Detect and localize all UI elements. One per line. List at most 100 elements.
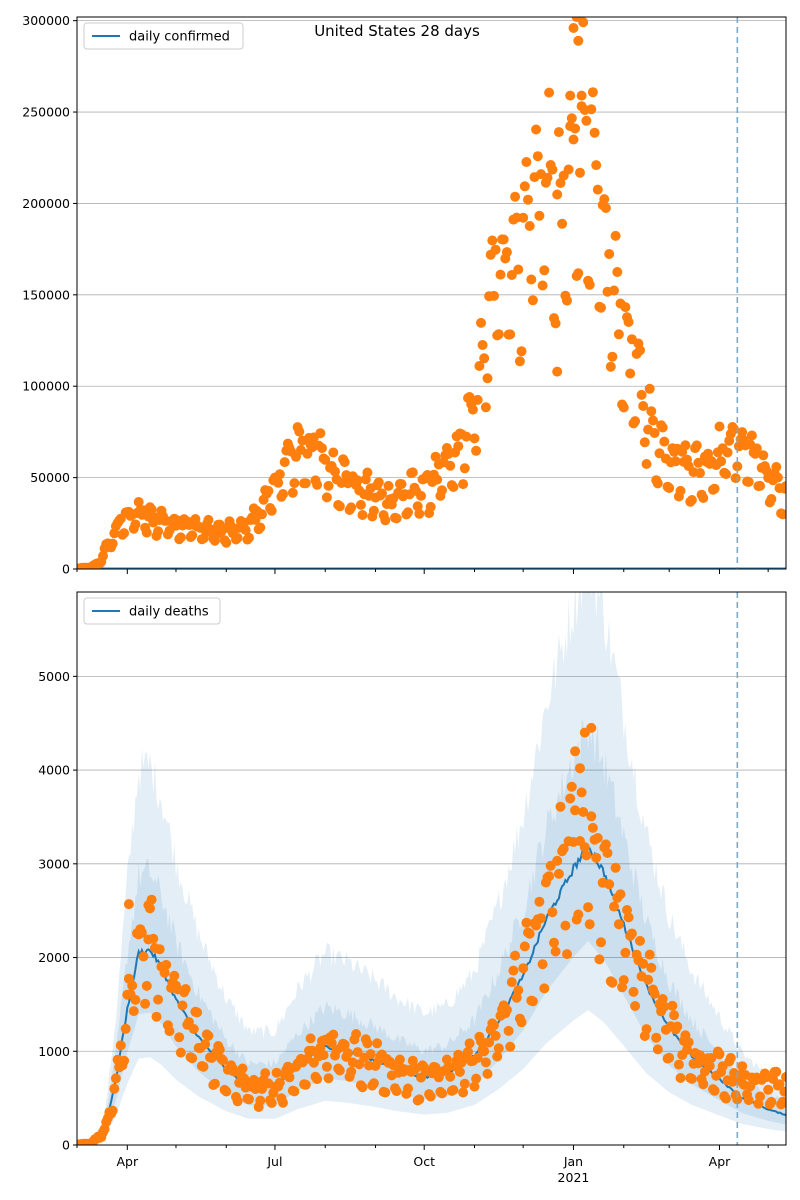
legend: daily deaths	[83, 597, 221, 625]
observed-point	[553, 127, 564, 138]
observed-point	[641, 1024, 652, 1035]
observed-point	[469, 433, 480, 444]
observed-point	[505, 329, 516, 340]
observed-point	[203, 1030, 214, 1041]
observed-point	[471, 1073, 482, 1084]
observed-point	[575, 763, 585, 774]
y-tick-label: 1000	[38, 1044, 70, 1059]
observed-point	[695, 468, 705, 478]
observed-point	[781, 1072, 786, 1082]
observed-point	[630, 1001, 641, 1011]
observed-point	[659, 1001, 670, 1012]
observed-point	[516, 346, 527, 357]
observed-point	[493, 329, 504, 340]
observed-point	[263, 485, 274, 496]
y-tick-label: 0	[62, 1138, 70, 1153]
observed-point	[730, 473, 741, 484]
observed-point	[198, 1061, 209, 1072]
observed-point	[464, 1038, 475, 1049]
observed-point	[177, 1000, 188, 1011]
observed-point	[305, 1033, 316, 1044]
observed-point	[380, 515, 391, 526]
observed-point	[107, 538, 118, 549]
observed-point	[766, 1096, 777, 1107]
observed-point	[673, 1059, 684, 1070]
observed-point	[652, 478, 663, 489]
observed-point	[636, 389, 647, 400]
observed-point	[274, 1077, 285, 1088]
observed-point	[312, 479, 323, 490]
observed-point	[524, 221, 535, 231]
observed-point	[553, 868, 564, 879]
observed-point	[320, 454, 331, 465]
observed-point	[482, 373, 493, 384]
observed-point	[519, 181, 530, 192]
observed-point	[613, 329, 624, 340]
observed-point	[604, 249, 615, 259]
observed-point	[183, 1017, 194, 1027]
observed-point	[638, 958, 649, 969]
observed-point	[518, 212, 529, 223]
observed-point	[605, 361, 616, 372]
y-tick-label: 50000	[30, 470, 70, 485]
observed-point	[391, 1086, 402, 1097]
observed-point	[651, 1032, 662, 1043]
observed-point	[751, 443, 762, 454]
observed-point	[652, 1044, 663, 1055]
observed-point	[432, 474, 443, 485]
observed-point	[680, 440, 691, 451]
observed-point	[584, 279, 595, 290]
observed-point	[279, 457, 290, 468]
observed-point	[416, 490, 426, 501]
observed-point	[203, 514, 214, 525]
observed-point	[425, 1091, 436, 1102]
observed-point	[221, 1086, 232, 1097]
observed-point	[120, 1023, 131, 1034]
observed-point	[180, 984, 191, 994]
observed-point	[557, 218, 568, 229]
observed-point	[737, 1061, 748, 1072]
observed-point	[445, 1071, 456, 1082]
observed-point	[174, 1032, 185, 1043]
observed-point	[743, 1095, 754, 1106]
observed-point	[602, 848, 613, 858]
observed-point	[273, 477, 284, 488]
axes-frame	[76, 16, 787, 570]
observed-point	[472, 394, 483, 405]
observed-point	[763, 1084, 774, 1095]
observed-point	[130, 994, 141, 1005]
observed-point	[453, 1049, 464, 1060]
observed-point	[346, 1066, 357, 1077]
observed-point	[250, 514, 261, 525]
plot-area	[77, 592, 786, 1145]
observed-point	[615, 889, 626, 900]
observed-point	[709, 1085, 720, 1096]
observed-point	[380, 1087, 391, 1098]
observed-point	[471, 445, 482, 456]
observed-point	[639, 437, 650, 448]
observed-point	[532, 151, 543, 162]
observed-point	[625, 368, 636, 379]
observed-point	[779, 1086, 786, 1097]
observed-point	[560, 920, 571, 931]
legend-label: daily deaths	[129, 605, 209, 620]
observed-point	[552, 189, 563, 200]
observed-point	[187, 1053, 198, 1064]
observed-point	[664, 483, 675, 493]
observed-point	[505, 1041, 516, 1052]
observed-point	[539, 265, 550, 276]
observed-point	[657, 422, 668, 433]
observed-point	[278, 489, 288, 499]
observed-point	[448, 482, 459, 492]
observed-point	[566, 781, 577, 792]
observed-point	[704, 1060, 715, 1071]
observed-point	[586, 811, 597, 822]
y-tick-label: 4000	[38, 763, 70, 778]
observed-point	[746, 430, 757, 441]
observed-point	[716, 456, 727, 467]
observed-point	[318, 1050, 329, 1061]
y-tick-label: 0	[62, 562, 70, 577]
observed-point	[513, 264, 524, 275]
observed-point	[527, 295, 538, 306]
